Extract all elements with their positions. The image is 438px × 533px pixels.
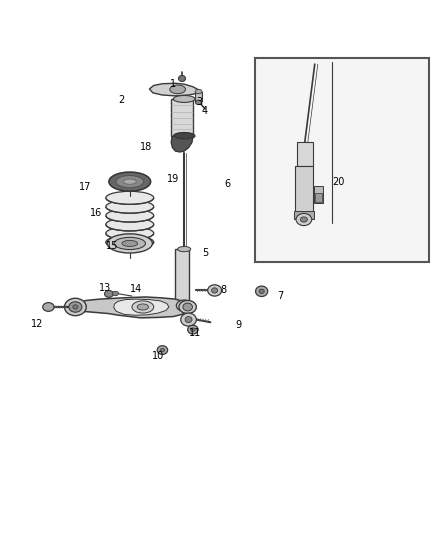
Ellipse shape xyxy=(170,85,185,94)
Text: 16: 16 xyxy=(90,208,102,219)
Polygon shape xyxy=(149,83,199,96)
Ellipse shape xyxy=(173,133,195,140)
Ellipse shape xyxy=(212,288,218,293)
Text: 4: 4 xyxy=(202,106,208,116)
Ellipse shape xyxy=(113,292,118,296)
Polygon shape xyxy=(66,297,191,318)
Text: 11: 11 xyxy=(189,328,201,337)
Ellipse shape xyxy=(208,285,222,296)
Ellipse shape xyxy=(132,301,154,313)
Polygon shape xyxy=(171,136,193,152)
Ellipse shape xyxy=(181,303,187,308)
Ellipse shape xyxy=(185,317,192,322)
Bar xyxy=(314,186,323,204)
Ellipse shape xyxy=(183,303,192,311)
Ellipse shape xyxy=(175,133,194,139)
Ellipse shape xyxy=(106,191,154,204)
Text: 7: 7 xyxy=(277,291,283,301)
Polygon shape xyxy=(114,299,169,315)
Text: 19: 19 xyxy=(167,174,180,184)
Ellipse shape xyxy=(116,175,144,188)
Bar xyxy=(195,92,202,101)
Ellipse shape xyxy=(195,90,202,94)
Text: 20: 20 xyxy=(332,176,345,187)
Ellipse shape xyxy=(179,76,185,82)
Text: 14: 14 xyxy=(130,284,142,294)
Ellipse shape xyxy=(300,217,307,222)
Ellipse shape xyxy=(109,172,151,191)
Text: 8: 8 xyxy=(220,285,226,295)
Text: 18: 18 xyxy=(140,142,152,152)
Ellipse shape xyxy=(43,303,54,311)
Text: 12: 12 xyxy=(31,319,43,329)
Ellipse shape xyxy=(107,234,152,253)
Ellipse shape xyxy=(106,209,154,222)
Ellipse shape xyxy=(106,227,154,240)
Ellipse shape xyxy=(191,328,195,332)
Ellipse shape xyxy=(69,302,82,312)
Ellipse shape xyxy=(73,305,78,309)
Ellipse shape xyxy=(296,213,312,225)
Ellipse shape xyxy=(137,304,148,310)
Text: 3: 3 xyxy=(196,97,202,107)
Ellipse shape xyxy=(106,200,154,213)
Ellipse shape xyxy=(259,289,264,294)
Text: 10: 10 xyxy=(152,351,164,361)
Text: 1: 1 xyxy=(170,79,177,88)
Ellipse shape xyxy=(173,95,195,102)
Bar xyxy=(171,99,193,136)
Text: 5: 5 xyxy=(202,248,208,259)
Text: 9: 9 xyxy=(236,320,242,330)
Text: 15: 15 xyxy=(106,240,119,251)
Ellipse shape xyxy=(114,237,145,249)
Bar xyxy=(297,142,313,166)
Bar xyxy=(254,58,429,262)
Ellipse shape xyxy=(179,301,196,313)
Ellipse shape xyxy=(160,349,165,352)
Ellipse shape xyxy=(187,325,198,334)
Text: 13: 13 xyxy=(99,283,111,293)
Ellipse shape xyxy=(177,300,192,311)
Ellipse shape xyxy=(157,346,168,354)
Ellipse shape xyxy=(123,179,136,184)
Bar xyxy=(176,249,188,303)
Text: 17: 17 xyxy=(79,182,92,192)
Bar xyxy=(295,166,314,214)
Ellipse shape xyxy=(106,236,154,249)
Ellipse shape xyxy=(105,290,113,297)
Ellipse shape xyxy=(64,298,86,316)
Ellipse shape xyxy=(122,240,138,246)
Ellipse shape xyxy=(195,100,201,104)
Ellipse shape xyxy=(106,218,154,231)
Ellipse shape xyxy=(181,313,196,326)
Bar xyxy=(315,193,322,202)
Ellipse shape xyxy=(255,286,268,296)
Text: 2: 2 xyxy=(118,95,124,105)
Text: 6: 6 xyxy=(225,179,231,189)
Ellipse shape xyxy=(178,246,191,252)
Bar xyxy=(294,211,314,219)
